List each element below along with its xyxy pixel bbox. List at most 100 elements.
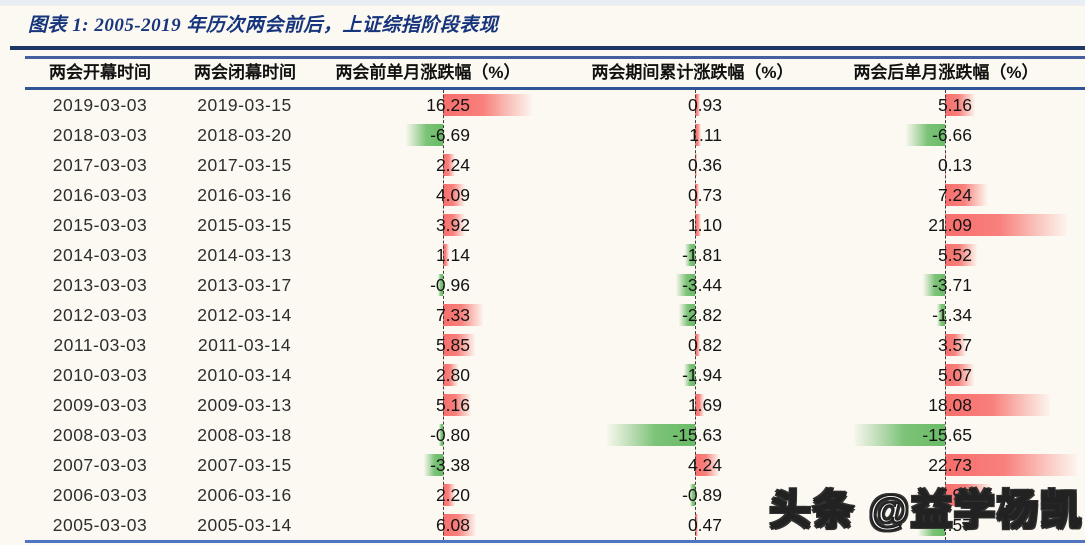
- value-label: 7.24: [937, 185, 972, 205]
- open-date-cell: 2005-03-03: [52, 515, 148, 535]
- positive-data-bar: [443, 184, 466, 206]
- value-label: 2.80: [435, 365, 470, 385]
- close-date-cell: 2014-03-13: [197, 245, 292, 265]
- zero-axis-line: [695, 90, 696, 540]
- table-row: 2011-03-03 2011-03-14 5.85 0.82 3.57: [25, 330, 1085, 360]
- table-row: 2010-03-03 2010-03-14 2.80 -1.94 5.07: [25, 360, 1085, 390]
- positive-data-bar: [443, 244, 450, 266]
- table-row: 2009-03-03 2009-03-13 5.16 1.69 18.08: [25, 390, 1085, 420]
- value-label: -6.66: [932, 125, 972, 145]
- table-header-row: 两会开幕时间 两会闭幕时间 两会前单月涨跌幅（%） 两会期间累计涨跌幅（%） 两会后单月…: [25, 56, 1085, 90]
- value-label: 0.36: [687, 155, 722, 175]
- watermark: 头条 @益学杨凯: [769, 486, 1083, 534]
- positive-data-bar: [695, 514, 698, 536]
- positive-data-bar: [443, 154, 456, 176]
- value-label: 2.20: [435, 485, 470, 505]
- value-label: -3.38: [430, 455, 470, 475]
- table-row: 2008-03-03 2008-03-18 -0.80 -15.63 -15.65: [25, 420, 1085, 450]
- table-row: 2018-03-03 2018-03-20 -6.69 1.11 -6.66: [25, 120, 1085, 150]
- negative-data-bar: [684, 364, 695, 386]
- table-row: 2019-03-03 2019-03-15 16.25 0.93 5.16: [25, 90, 1085, 120]
- positive-data-bar: [443, 484, 456, 506]
- close-date-cell: 2019-03-15: [197, 95, 292, 115]
- value-label: 0.82: [687, 335, 722, 355]
- close-date-cell: 2006-03-16: [197, 485, 292, 505]
- column-header: 两会期间累计涨跌幅（%）: [591, 63, 794, 82]
- positive-data-bar: [945, 244, 978, 266]
- table-row: 2015-03-03 2015-03-15 3.92 1.10 21.09: [25, 210, 1085, 240]
- negative-data-bar: [937, 304, 945, 326]
- positive-data-bar: [945, 394, 1050, 416]
- close-date-cell: 2009-03-13: [197, 395, 292, 415]
- close-date-cell: 2016-03-16: [197, 185, 292, 205]
- negative-data-bar: [906, 124, 945, 146]
- negative-data-bar: [918, 514, 945, 536]
- negative-data-bar: [438, 424, 443, 446]
- value-label: -0.89: [682, 485, 722, 505]
- value-label: 7.98: [937, 485, 972, 505]
- value-label: 1.69: [687, 395, 722, 415]
- positive-data-bar: [945, 184, 987, 206]
- value-label: -2.82: [682, 305, 722, 325]
- title-rule: [10, 46, 1085, 50]
- value-label: 4.09: [435, 185, 470, 205]
- close-date-cell: 2010-03-14: [197, 365, 292, 385]
- close-date-cell: 2018-03-20: [197, 125, 292, 145]
- positive-data-bar: [945, 454, 1077, 476]
- positive-data-bar: [695, 394, 705, 416]
- open-date-cell: 2019-03-03: [52, 95, 148, 115]
- open-date-cell: 2006-03-03: [52, 485, 148, 505]
- positive-data-bar: [443, 304, 484, 326]
- value-label: 5.52: [937, 245, 972, 265]
- table-row: 2013-03-03 2013-03-17 -0.96 -3.44 -3.71: [25, 270, 1085, 300]
- open-date-cell: 2012-03-03: [52, 305, 148, 325]
- positive-data-bar: [695, 334, 700, 356]
- value-label: 2.24: [435, 155, 470, 175]
- value-label: -0.96: [430, 275, 470, 295]
- zero-axis-line: [945, 90, 946, 540]
- positive-data-bar: [945, 334, 966, 356]
- value-label: -6.69: [430, 125, 470, 145]
- value-label: 0.13: [937, 155, 972, 175]
- negative-data-bar: [437, 274, 443, 296]
- column-header: 两会开幕时间: [49, 63, 151, 82]
- value-label: 21.09: [928, 215, 972, 235]
- close-date-cell: 2008-03-18: [197, 425, 292, 445]
- positive-data-bar: [945, 94, 975, 116]
- open-date-cell: 2007-03-03: [52, 455, 148, 475]
- close-date-cell: 2012-03-14: [197, 305, 292, 325]
- open-date-cell: 2013-03-03: [52, 275, 148, 295]
- positive-data-bar: [945, 214, 1068, 236]
- table-row: 2005-03-03 2005-03-14 6.08 0.47 -4.57: [25, 510, 1085, 540]
- negative-data-bar: [406, 124, 443, 146]
- negative-data-bar: [690, 484, 695, 506]
- value-label: 3.57: [937, 335, 972, 355]
- performance-table: 两会开幕时间 两会闭幕时间 两会前单月涨跌幅（%） 两会期间累计涨跌幅（%） 两会后单月…: [25, 56, 1085, 543]
- column-header: 两会前单月涨跌幅（%）: [335, 63, 521, 82]
- negative-data-bar: [854, 424, 945, 446]
- value-label: 3.92: [435, 215, 470, 235]
- open-date-cell: 2014-03-03: [52, 245, 148, 265]
- value-label: 5.16: [937, 95, 972, 115]
- open-date-cell: 2015-03-03: [52, 215, 148, 235]
- value-label: -4.57: [932, 515, 972, 535]
- open-date-cell: 2008-03-03: [52, 425, 148, 445]
- value-label: 18.08: [928, 395, 972, 415]
- negative-data-bar: [679, 304, 695, 326]
- open-date-cell: 2016-03-03: [52, 185, 148, 205]
- value-label: -1.34: [932, 305, 972, 325]
- positive-data-bar: [695, 124, 702, 146]
- value-label: 5.16: [435, 395, 470, 415]
- open-date-cell: 2009-03-03: [52, 395, 148, 415]
- positive-data-bar: [695, 184, 700, 206]
- table-row: 2006-03-03 2006-03-16 2.20 -0.89 7.98: [25, 480, 1085, 510]
- table-row: 2016-03-03 2016-03-16 4.09 0.73 7.24: [25, 180, 1085, 210]
- value-label: 0.47: [687, 515, 722, 535]
- table-row: 2017-03-03 2017-03-15 2.24 0.36 0.13: [25, 150, 1085, 180]
- top-strip: [0, 0, 1085, 6]
- value-label: 6.08: [435, 515, 470, 535]
- value-label: 5.07: [937, 365, 972, 385]
- positive-data-bar: [443, 214, 465, 236]
- value-label: -1.81: [682, 245, 722, 265]
- value-label: 1.11: [689, 125, 722, 145]
